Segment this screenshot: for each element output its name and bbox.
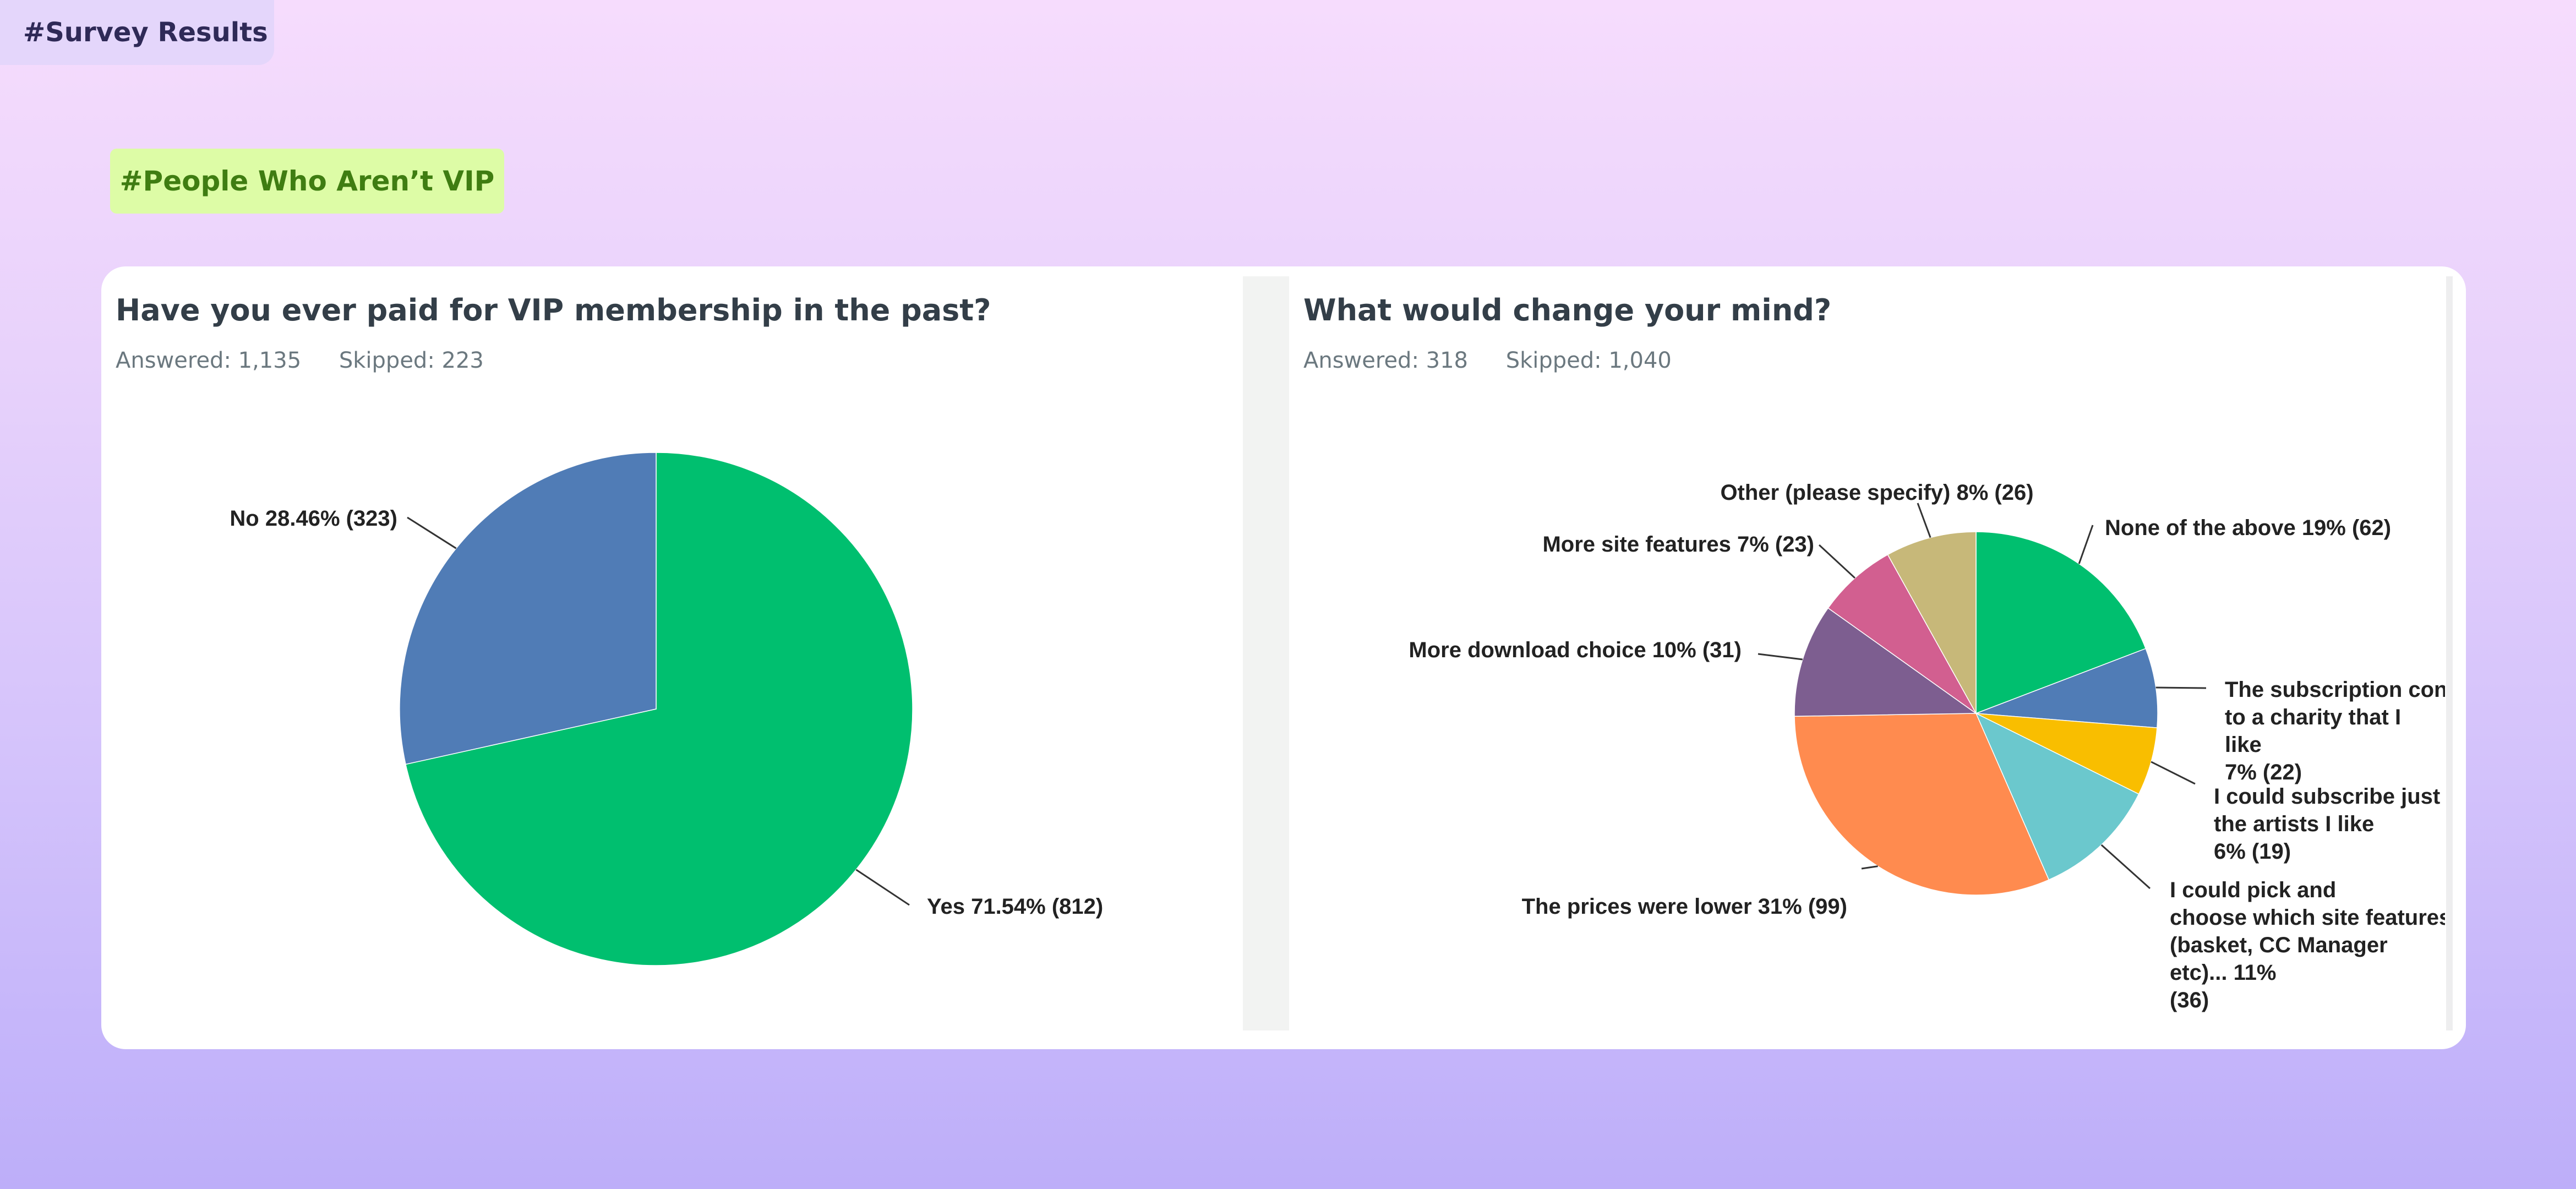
slice-label-yes-71-54: Yes 71.54% (812) [927, 895, 1103, 919]
slice-label-more-download-choice-10: More download choice 10% (31) [1409, 638, 1742, 662]
pie-slice-more-download-choice-10[interactable] [1794, 607, 1978, 717]
answered-count: Answered: 1,135 [116, 348, 302, 373]
slice-label-i-could-subscribe-just-to-the-artists-i-like-6: I could subscribe just to the artists I l… [2214, 784, 2445, 864]
pie-slice-the-subscription-contribute-to-a-charity-that-i-like-7[interactable] [1975, 648, 2158, 728]
leader-line [407, 516, 457, 549]
slice-label-none-of-the-above-19: None of the above 19% (62) [2105, 516, 2391, 540]
section-pill: #People Who Aren’t VIP [110, 149, 504, 214]
question-title: What would change your mind? [1303, 293, 1832, 328]
question-title: Have you ever paid for VIP membership in… [116, 293, 991, 328]
panel-divider [1243, 276, 1289, 1030]
leader-line [2100, 844, 2151, 890]
pie-slice-none-of-the-above-19[interactable] [1975, 531, 2147, 715]
question-panel-vip-history: Have you ever paid for VIP membership in… [101, 266, 1243, 1049]
slice-label-no-28-46: No 28.46% (323) [230, 506, 397, 531]
question-stats: Answered: 318 Skipped: 1,040 [1303, 348, 1702, 373]
pie-slice-other-8[interactable] [1887, 531, 1977, 715]
slice-label-the-prices-were-lower-31: The prices were lower 31% (99) [1522, 895, 1847, 919]
slice-label-the-subscription-contribute-to-a-charity-that-i-like-7: The subscription contributeto a charity … [2225, 678, 2445, 784]
leader-line [2151, 761, 2196, 785]
vip-history-pie-chart: Yes 71.54% (812) No 28.46% (323) [230, 452, 1103, 966]
skipped-count: Skipped: 223 [339, 348, 484, 373]
pie-slice-i-could-subscribe-just-to-the-artists-i-like-6[interactable] [1975, 713, 2158, 795]
leader-line [855, 869, 910, 906]
pie-slice-no-28-46[interactable] [399, 452, 657, 765]
pie-slice-yes-71-54[interactable] [405, 452, 913, 966]
skipped-count: Skipped: 1,040 [1505, 348, 1672, 373]
change-mind-pie-chart: None of the above 19% (62) The subscripti… [1409, 481, 2445, 1012]
pie-slice-more-site-features-7[interactable] [1827, 554, 1977, 714]
leader-line [2078, 525, 2094, 564]
question-stats: Answered: 1,135 Skipped: 223 [116, 348, 515, 373]
results-card: Have you ever paid for VIP membership in… [101, 266, 2466, 1049]
leader-line [1758, 653, 1803, 661]
leader-line [1917, 503, 1931, 538]
slice-label-other-8: Other (please specify) 8% (26) [1720, 481, 2033, 505]
answered-count: Answered: 318 [1303, 348, 1468, 373]
scrollbar-track[interactable] [2446, 276, 2453, 1030]
leader-line [1861, 865, 1878, 870]
pie-slice-the-prices-were-lower-31[interactable] [1794, 713, 2050, 896]
survey-results-tag: #Survey Results [0, 0, 274, 65]
slice-label-more-site-features-7: More site features 7% (23) [1542, 532, 1814, 557]
question-panel-change-mind: What would change your mind? Answered: 3… [1289, 266, 2445, 1049]
slice-label-i-could-pick-and-choose-which-site-features-11: I could pick and choose which site featur… [2170, 878, 2445, 1012]
leader-line [1818, 544, 1855, 579]
